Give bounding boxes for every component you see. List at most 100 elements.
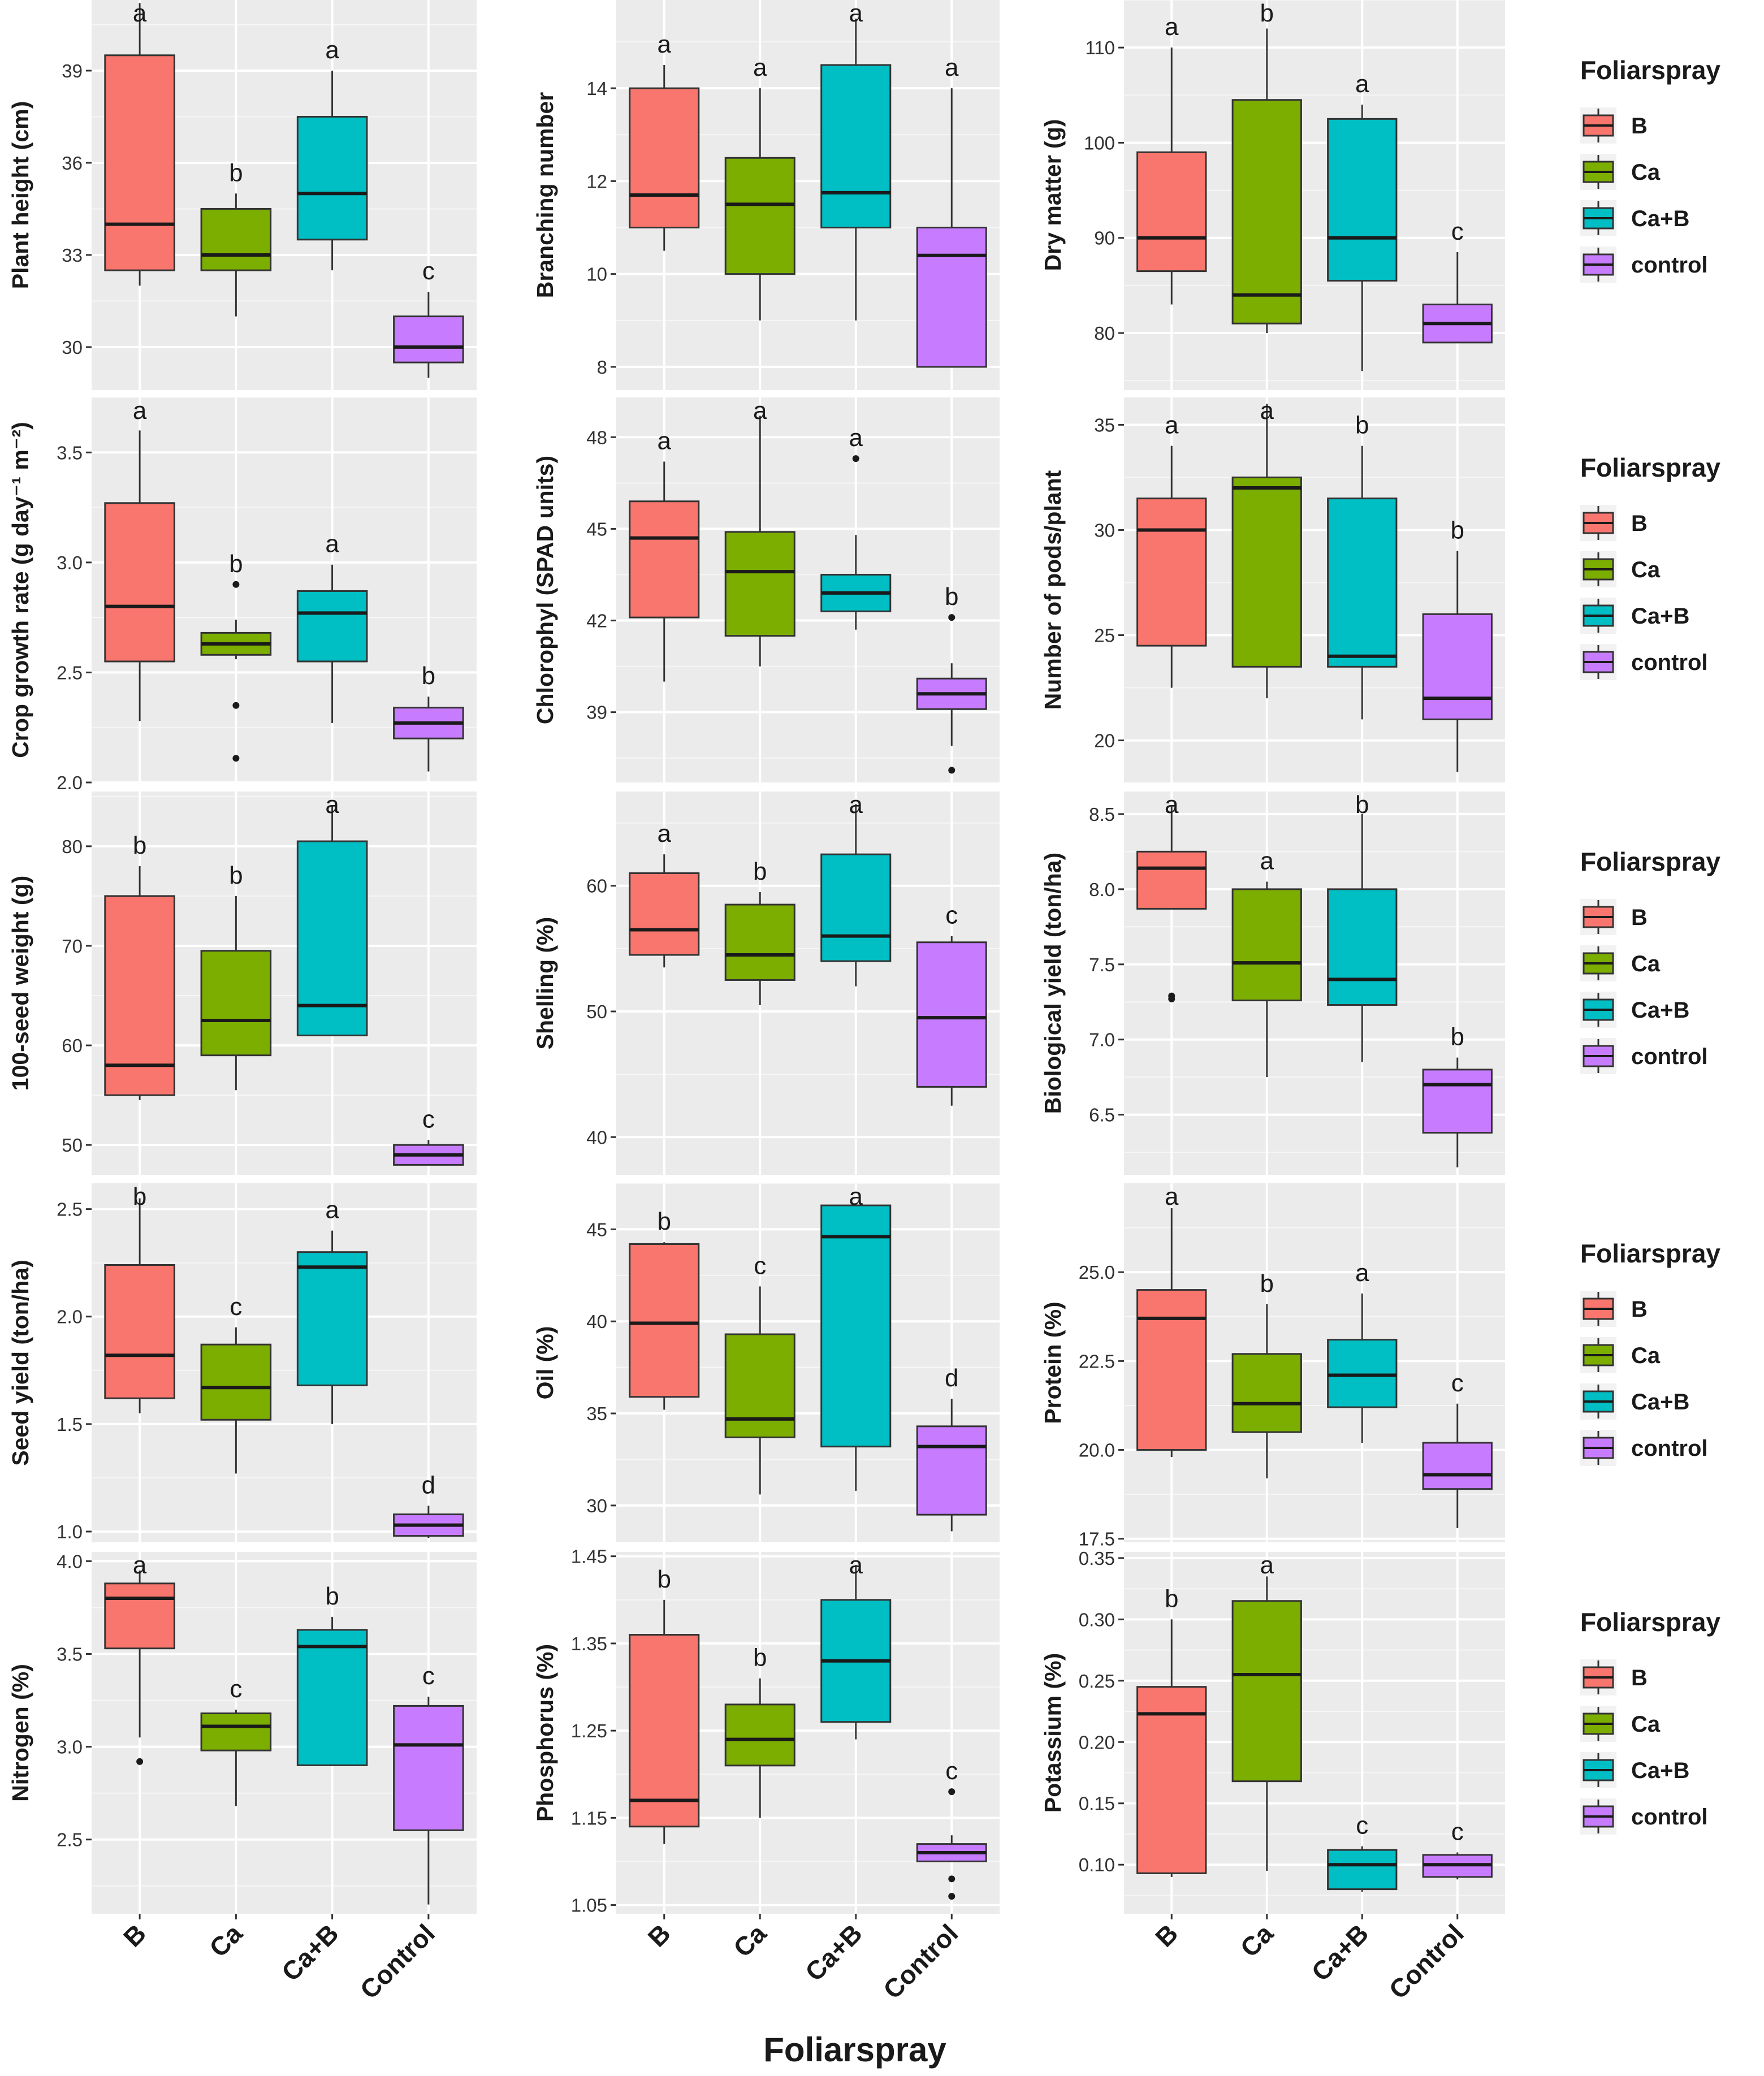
legend-label: Ca+B xyxy=(1631,1390,1689,1415)
box-Control: b xyxy=(393,662,464,772)
box-iqr xyxy=(1327,498,1398,668)
y-tick-label: 39 xyxy=(62,60,83,81)
box-Ca: b xyxy=(1231,0,1302,334)
x-tick-label: Ca xyxy=(1234,1918,1279,1963)
significance-letter: d xyxy=(422,1471,435,1499)
y-tick-label: 3.0 xyxy=(57,552,83,573)
y-axis-label: Nitrogen (%) xyxy=(7,1664,33,1802)
significance-letter: a xyxy=(1260,1551,1274,1579)
y-tick-label: 30 xyxy=(1094,520,1115,540)
legend-label: B xyxy=(1631,511,1648,536)
outlier-point xyxy=(232,702,240,709)
significance-letter: a xyxy=(849,1551,863,1579)
legend-label: B xyxy=(1631,905,1648,930)
y-tick-label: 8.5 xyxy=(1089,804,1115,825)
box-B: b xyxy=(104,1183,175,1413)
box-iqr xyxy=(104,54,175,271)
box-B: a xyxy=(1136,13,1207,305)
y-tick-label: 35 xyxy=(1094,414,1115,435)
box-iqr xyxy=(629,1634,700,1828)
box-Ca: b xyxy=(200,159,272,317)
legend-label: Ca xyxy=(1631,557,1661,582)
box-B: a xyxy=(104,0,175,286)
box-iqr xyxy=(296,115,368,241)
box-Ca: a xyxy=(1231,1551,1302,1871)
legend: Foliarspray B Ca Ca+B control xyxy=(1580,1239,1720,1466)
significance-letter: a xyxy=(1260,397,1274,425)
panel-6: 20 25 30 35 Number of pods/plant a a b b xyxy=(1040,397,1505,782)
significance-letter: b xyxy=(1451,517,1464,544)
significance-letter: c xyxy=(754,1252,766,1279)
outlier-point xyxy=(948,1788,956,1796)
box-iqr xyxy=(724,1333,795,1438)
x-tick-label: B xyxy=(642,1918,676,1952)
outlier-point xyxy=(136,1758,144,1765)
box-B: a xyxy=(104,1551,175,1765)
legend-label: control xyxy=(1631,1805,1708,1830)
y-tick-label: 39 xyxy=(586,702,607,723)
box-iqr xyxy=(916,1425,987,1516)
legend: Foliarspray B Ca Ca+B control xyxy=(1580,1607,1720,1835)
y-tick-label: 2.5 xyxy=(57,662,83,683)
significance-letter: b xyxy=(133,832,146,859)
box-iqr xyxy=(104,1582,175,1650)
outlier-point xyxy=(948,614,956,621)
y-tick-label: 80 xyxy=(62,836,83,857)
box-Ca: c xyxy=(200,1293,272,1474)
y-tick-label: 0.35 xyxy=(1079,1548,1115,1569)
y-tick-label: 1.05 xyxy=(571,1895,607,1916)
box-Ca: c xyxy=(200,1675,272,1806)
significance-letter: c xyxy=(945,1757,958,1785)
box-Control: d xyxy=(916,1364,987,1532)
y-axis-label: Branching number xyxy=(532,92,558,299)
box-Ca+B: a xyxy=(296,791,368,1036)
y-tick-label: 14 xyxy=(586,78,607,99)
y-tick-label: 80 xyxy=(1094,323,1115,344)
x-tick-label: Ca+B xyxy=(1305,1918,1374,1987)
outlier-point xyxy=(1168,992,1175,1000)
y-tick-label: 25 xyxy=(1094,625,1115,646)
y-tick-label: 7.0 xyxy=(1089,1030,1115,1050)
legend: Foliarspray B Ca Ca+B control xyxy=(1580,847,1720,1074)
y-tick-label: 7.5 xyxy=(1089,954,1115,975)
y-tick-label: 8.0 xyxy=(1089,879,1115,900)
box-iqr xyxy=(200,1712,272,1751)
y-tick-label: 40 xyxy=(586,1311,607,1332)
box-iqr xyxy=(1136,850,1207,910)
significance-letter: b xyxy=(133,1183,146,1210)
y-axis-label: Dry matter (g) xyxy=(1040,119,1066,271)
box-Ca: a xyxy=(1231,847,1302,1078)
y-axis-label: Oil (%) xyxy=(532,1326,558,1400)
box-Control: d xyxy=(393,1471,464,1538)
box-Control: c xyxy=(393,257,464,378)
significance-letter: a xyxy=(325,530,339,558)
box-iqr xyxy=(1422,613,1493,720)
y-axis-label: Crop growth rate (g day⁻¹ m⁻²) xyxy=(7,422,33,758)
box-Control: c xyxy=(1422,218,1493,344)
panel-13: 2.5 3.0 3.5 4.0 Nitrogen (%) a c b c B Ca Ca+B Contr… xyxy=(7,1551,477,2005)
box-Ca: a xyxy=(724,397,795,667)
significance-letter: a xyxy=(849,1183,863,1210)
significance-letter: c xyxy=(230,1293,242,1321)
box-iqr xyxy=(820,853,892,962)
x-tick-label: Control xyxy=(877,1918,963,2004)
legend-label: Ca xyxy=(1631,1712,1661,1737)
box-Ca: b xyxy=(200,550,272,762)
y-tick-label: 30 xyxy=(62,337,83,358)
significance-letter: b xyxy=(1355,412,1369,439)
box-Ca+B: c xyxy=(1327,1812,1398,1892)
box-iqr xyxy=(1136,1289,1207,1451)
x-tick-label: B xyxy=(1149,1918,1183,1952)
box-Control: c xyxy=(393,1662,464,1905)
box-iqr xyxy=(629,1243,700,1398)
significance-letter: b xyxy=(945,583,958,611)
legend-label: control xyxy=(1631,1044,1708,1069)
y-tick-label: 45 xyxy=(586,518,607,539)
significance-letter: b xyxy=(753,858,767,885)
y-tick-label: 17.5 xyxy=(1079,1529,1115,1550)
y-tick-label: 100 xyxy=(1084,132,1115,153)
box-Control: b xyxy=(916,583,987,774)
panel-5: 39 42 45 48 Chlorophyl (SPAD units) a a a b xyxy=(532,397,1000,782)
significance-letter: a xyxy=(133,0,147,27)
box-Ca: b xyxy=(724,1644,795,1818)
